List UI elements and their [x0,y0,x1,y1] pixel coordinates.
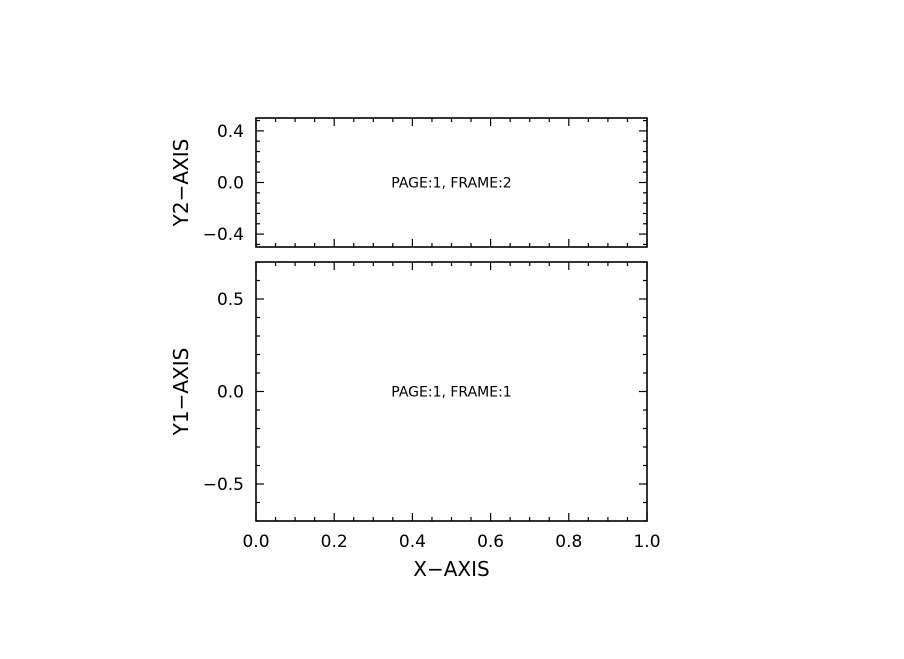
y-tick-label: 0.5 [217,290,244,310]
frame-annotation: PAGE:1, FRAME:1 [391,385,511,401]
x-tick-label: 0.6 [477,532,504,552]
y-tick-label: −0.5 [203,475,244,495]
x-tick-label: 0.8 [555,532,582,552]
y-tick-label: 0.0 [217,174,244,194]
y-tick-label: 0.0 [217,383,244,403]
x-tick-label: 0.0 [242,532,269,552]
y-tick-label: 0.4 [217,122,244,142]
frame-bottom: −0.5 0.0 0.5 0.0 0.2 0.4 0.6 0.8 1.0 Y1−AXIS X−AXI… [169,261,661,581]
y-axis-label: Y1−AXIS [169,348,193,437]
x-tick-label: 0.2 [321,532,348,552]
x-axis-label: X−AXIS [413,557,489,581]
frame-top: −0.4 0.0 0.4 Y2−AXIS PAGE:1, FRAME:2 [169,117,648,248]
x-tick-label: 0.4 [399,532,426,552]
frame-annotation: PAGE:1, FRAME:2 [391,176,511,192]
x-tick-label: 1.0 [633,532,660,552]
y-tick-label: −0.4 [203,225,244,245]
y-axis-label: Y2−AXIS [169,139,193,228]
